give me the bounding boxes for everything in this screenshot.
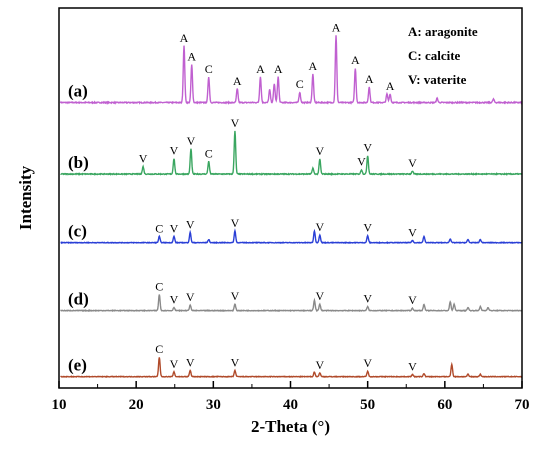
peak-label: V — [363, 292, 372, 306]
series-label: (a) — [68, 82, 88, 101]
legend: A: aragonite C: calcite V: vaterite — [408, 24, 478, 87]
series-label: (b) — [68, 153, 89, 172]
peak-label: C — [205, 146, 213, 160]
series-layer — [59, 35, 523, 379]
peak-label: C — [155, 221, 163, 235]
peak-label: A — [256, 62, 265, 76]
peak-label: V — [315, 144, 324, 158]
peak-label: V — [231, 116, 240, 130]
x-tick-label: 60 — [437, 397, 452, 413]
series-line — [60, 357, 523, 379]
peak-label: V — [315, 220, 324, 234]
peak-label: V — [363, 141, 372, 155]
series-line — [60, 228, 523, 245]
x-tick-label: 70 — [515, 397, 530, 413]
x-tick-label: 30 — [206, 397, 221, 413]
peak-label: C — [155, 280, 163, 294]
peak-label: V — [408, 359, 417, 373]
peak-label: V — [170, 221, 179, 235]
peak-label: A — [351, 53, 360, 67]
peak-label: C — [155, 342, 163, 356]
peak-label: V — [408, 156, 417, 170]
series-label: (d) — [68, 290, 89, 309]
peak-label: V — [186, 218, 195, 232]
series-label: (c) — [68, 222, 87, 241]
peak-label: V — [357, 155, 366, 169]
series-line — [60, 130, 523, 177]
legend-entry: C: calcite — [408, 48, 461, 63]
peak-label: V — [363, 356, 372, 370]
x-tick-label: 10 — [52, 397, 67, 413]
peak-label: V — [187, 134, 196, 148]
series-label: (e) — [68, 356, 87, 375]
peak-label: A — [386, 79, 395, 93]
peak-label: C — [205, 62, 213, 76]
x-tick-label: 20 — [129, 397, 144, 413]
peak-label: A — [365, 72, 374, 86]
peak-label: V — [231, 216, 240, 230]
series-line — [60, 294, 523, 313]
peak-label: A — [187, 50, 196, 64]
legend-entry: V: vaterite — [408, 72, 467, 87]
peak-label: V — [231, 289, 240, 303]
peak-label: A — [180, 31, 189, 45]
peak-label: C — [296, 77, 304, 91]
peak-label: A — [309, 59, 318, 73]
peak-label: V — [315, 289, 324, 303]
x-axis-title: 2-Theta (°) — [251, 417, 330, 436]
peak-label: V — [186, 290, 195, 304]
peak-label: V — [186, 355, 195, 369]
peak-label: V — [170, 292, 179, 306]
x-tick-label: 40 — [283, 397, 298, 413]
peak-label: A — [332, 20, 341, 34]
peak-label: V — [363, 221, 372, 235]
plot-frame — [58, 7, 523, 389]
x-axis-ticks: 10 20 30 40 50 60 70 — [52, 381, 530, 413]
peak-label: A — [274, 62, 283, 76]
peak-label: V — [139, 152, 148, 166]
peak-label: V — [170, 357, 179, 371]
y-axis-title: Intensity — [16, 165, 35, 230]
x-tick-label: 50 — [360, 397, 375, 413]
peak-label: A — [233, 74, 242, 88]
peak-label: V — [231, 355, 240, 369]
peak-label: V — [408, 293, 417, 307]
peak-label: V — [170, 144, 179, 158]
peak-label: V — [408, 225, 417, 239]
series-line — [59, 35, 523, 105]
legend-entry: A: aragonite — [408, 24, 478, 39]
peak-label: V — [315, 358, 324, 372]
